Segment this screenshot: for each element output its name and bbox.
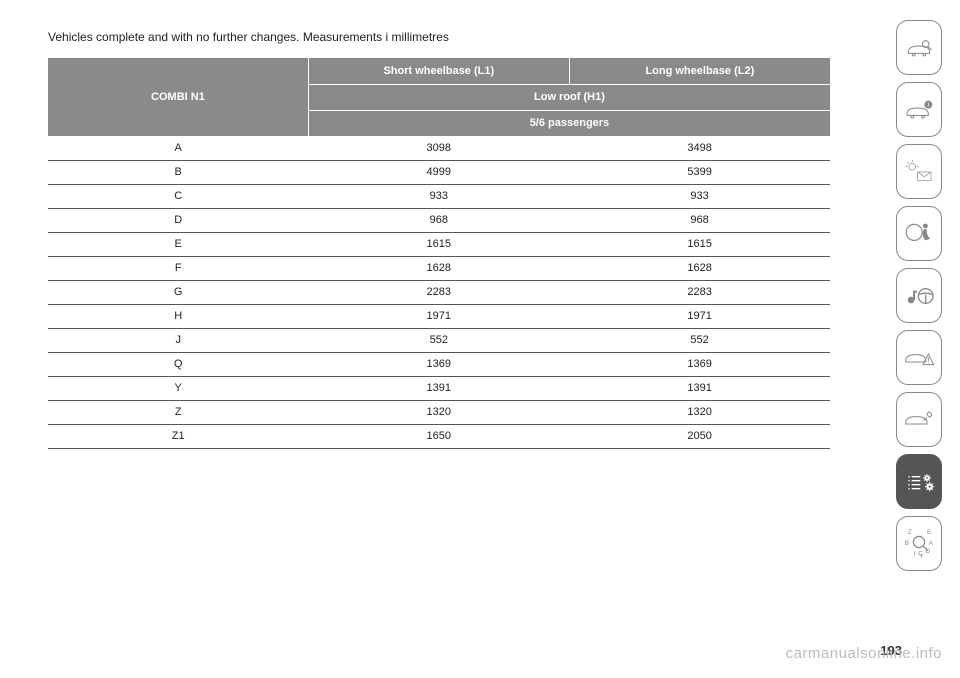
table-row: Q13691369: [48, 352, 830, 376]
table-row: H19711971: [48, 304, 830, 328]
table-cell: 1320: [569, 400, 830, 424]
table-row: E16151615: [48, 232, 830, 256]
table-cell: Y: [48, 376, 308, 400]
airbag-icon: [903, 218, 935, 250]
svg-text:B: B: [905, 540, 909, 547]
rail-item-lights[interactable]: [896, 144, 942, 199]
table-cell: 933: [569, 184, 830, 208]
rail-item-info[interactable]: i: [896, 82, 942, 137]
lead-text: Vehicles complete and with no further ch…: [48, 30, 830, 44]
table-cell: 1391: [569, 376, 830, 400]
table-cell: 1971: [308, 304, 569, 328]
car-wrench-icon: [903, 404, 935, 436]
svg-text:I: I: [913, 551, 915, 558]
table-row: Y13911391: [48, 376, 830, 400]
spec-table: COMBI N1 Short wheelbase (L1) Long wheel…: [48, 58, 830, 449]
key-wheel-icon: [903, 280, 935, 312]
list-gears-icon: [903, 466, 935, 498]
table-row: Z116502050: [48, 424, 830, 448]
table-cell: E: [48, 232, 308, 256]
table-cell: 1971: [569, 304, 830, 328]
table-cell: 1320: [308, 400, 569, 424]
table-row: C933933: [48, 184, 830, 208]
table-cell: Z: [48, 400, 308, 424]
table-cell: 1628: [308, 256, 569, 280]
table-cell: 552: [308, 328, 569, 352]
car-magnify-icon: [903, 32, 935, 64]
table-cell: 1650: [308, 424, 569, 448]
rail-item-index[interactable]: ZEBAICDT: [896, 516, 942, 571]
table-row: J552552: [48, 328, 830, 352]
rail-item-techdata[interactable]: [896, 454, 942, 509]
table-cell: 968: [569, 208, 830, 232]
rail-item-service[interactable]: [896, 392, 942, 447]
table-cell: 968: [308, 208, 569, 232]
svg-text:A: A: [929, 540, 934, 547]
table-row: Z13201320: [48, 400, 830, 424]
table-cell: 1391: [308, 376, 569, 400]
table-cell: 1615: [308, 232, 569, 256]
table-cell: 1369: [569, 352, 830, 376]
table-body: A30983498B49995399C933933D968968E1615161…: [48, 136, 830, 448]
section-rail: i ZEBAICDT: [896, 20, 942, 571]
rail-item-starting[interactable]: [896, 268, 942, 323]
table-cell: 2283: [569, 280, 830, 304]
light-mail-icon: [903, 156, 935, 188]
svg-text:T: T: [920, 554, 924, 558]
rail-item-overview[interactable]: [896, 20, 942, 75]
car-info-icon: i: [903, 94, 935, 126]
table-cell: 1628: [569, 256, 830, 280]
table-cell: Q: [48, 352, 308, 376]
table-cell: G: [48, 280, 308, 304]
table-cell: A: [48, 136, 308, 160]
table-cell: J: [48, 328, 308, 352]
watermark: carmanualsonline.info: [786, 645, 942, 662]
table-row: F16281628: [48, 256, 830, 280]
table-cell: 933: [308, 184, 569, 208]
table-row: A30983498: [48, 136, 830, 160]
header-short-wb: Short wheelbase (L1): [308, 58, 569, 84]
table-cell: 1615: [569, 232, 830, 256]
table-cell: D: [48, 208, 308, 232]
rail-item-safety[interactable]: [896, 206, 942, 261]
table-cell: 3098: [308, 136, 569, 160]
table-cell: B: [48, 160, 308, 184]
table-cell: 5399: [569, 160, 830, 184]
header-long-wb: Long wheelbase (L2): [569, 58, 830, 84]
car-warning-icon: [903, 342, 935, 374]
svg-text:Z: Z: [908, 529, 912, 536]
table-cell: 4999: [308, 160, 569, 184]
table-cell: F: [48, 256, 308, 280]
rail-item-emergency[interactable]: [896, 330, 942, 385]
table-cell: H: [48, 304, 308, 328]
index-icon: ZEBAICDT: [903, 526, 935, 561]
table-cell: C: [48, 184, 308, 208]
header-low-roof: Low roof (H1): [308, 84, 830, 110]
table-row: D968968: [48, 208, 830, 232]
table-cell: 2283: [308, 280, 569, 304]
header-passengers: 5/6 passengers: [308, 110, 830, 136]
table-row: G22832283: [48, 280, 830, 304]
table-cell: 1369: [308, 352, 569, 376]
header-combi: COMBI N1: [48, 58, 308, 136]
table-cell: 3498: [569, 136, 830, 160]
table-cell: 552: [569, 328, 830, 352]
table-cell: 2050: [569, 424, 830, 448]
svg-text:E: E: [927, 529, 931, 536]
table-cell: Z1: [48, 424, 308, 448]
table-row: B49995399: [48, 160, 830, 184]
